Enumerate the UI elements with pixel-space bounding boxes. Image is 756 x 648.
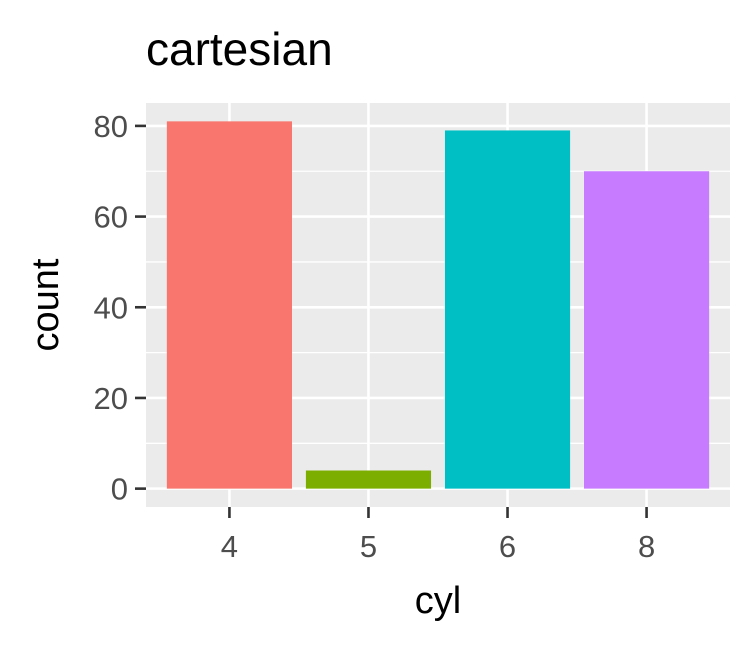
bar-6 [444, 130, 571, 489]
bars [166, 121, 710, 489]
y-axis-label: count [25, 258, 67, 351]
y-tick-label: 60 [94, 200, 128, 235]
x-axis-label: cyl [415, 580, 461, 622]
chart-title: cartesian [146, 23, 333, 75]
x-tick-label: 4 [221, 529, 238, 564]
x-tick-label: 5 [360, 529, 377, 564]
x-tick-label: 8 [638, 529, 655, 564]
y-tick-label: 0 [111, 472, 128, 507]
y-tick-label: 20 [94, 381, 128, 416]
y-tick-label: 80 [94, 109, 128, 144]
x-tick-label: 6 [499, 529, 516, 564]
x-axis: 4 5 6 8 [221, 507, 655, 564]
bar-4 [166, 121, 292, 489]
y-tick-label: 40 [94, 290, 128, 325]
bar-5 [305, 470, 432, 489]
bar-8 [584, 171, 710, 489]
y-axis: 0 20 40 60 80 [94, 109, 146, 507]
